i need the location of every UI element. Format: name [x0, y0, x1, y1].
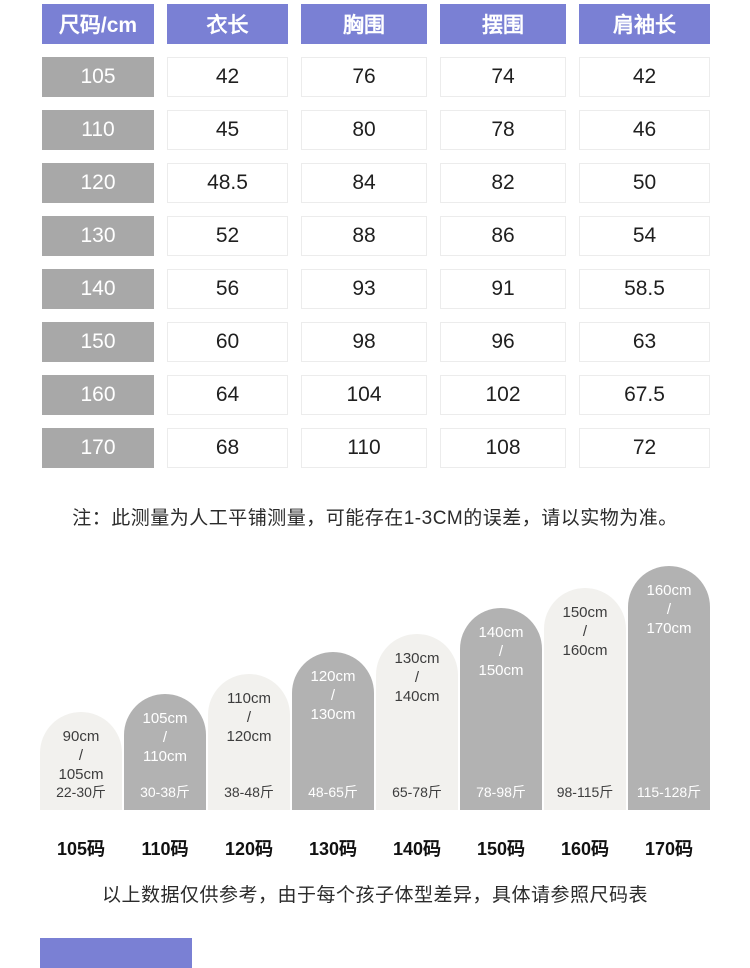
- value-cell: 91: [440, 269, 566, 309]
- size-label: 170码: [644, 839, 694, 859]
- height-range: 120cm / 130cm: [310, 668, 356, 723]
- value-cell: 52: [167, 216, 288, 256]
- chart-bar-130: 120cm / 130cm 48-65斤: [292, 652, 374, 810]
- chart-bar-140: 130cm / 140cm 65-78斤: [376, 634, 458, 810]
- value-cell: 110: [301, 428, 427, 468]
- weight-range: 38-48斤: [224, 784, 274, 800]
- value-cell: 54: [579, 216, 710, 256]
- weight-range: 65-78斤: [392, 784, 442, 800]
- table-header-shoulder-sleeve: 肩袖长: [579, 4, 710, 44]
- weight-range: 98-115斤: [556, 784, 614, 800]
- size-label: 120码: [224, 839, 274, 859]
- size-label: 105码: [56, 839, 106, 859]
- size-label: 110码: [141, 839, 189, 859]
- table-header-hem: 摆围: [440, 4, 566, 44]
- height-weight-chart: 90cm / 105cm 22-30斤 105cm / 110cm 30-38斤…: [40, 565, 710, 810]
- value-cell: 80: [301, 110, 427, 150]
- value-cell: 74: [440, 57, 566, 97]
- value-cell: 82: [440, 163, 566, 203]
- size-label: 150码: [476, 839, 526, 859]
- height-range: 150cm / 160cm: [562, 604, 608, 659]
- value-cell: 96: [440, 322, 566, 362]
- size-cell: 170: [42, 428, 154, 468]
- value-cell: 46: [579, 110, 710, 150]
- value-cell: 48.5: [167, 163, 288, 203]
- table-header-size: 尺码/cm: [42, 4, 154, 44]
- table-header-length: 衣长: [167, 4, 288, 44]
- value-cell: 68: [167, 428, 288, 468]
- height-range: 130cm / 140cm: [394, 650, 440, 705]
- chart-bar-150: 140cm / 150cm 78-98斤: [460, 608, 542, 810]
- height-range: 140cm / 150cm: [478, 624, 524, 679]
- size-cell: 140: [42, 269, 154, 309]
- next-table-header-partial: [40, 938, 192, 968]
- value-cell: 102: [440, 375, 566, 415]
- size-label: 130码: [308, 839, 358, 859]
- weight-range: 30-38斤: [140, 784, 190, 800]
- value-cell: 72: [579, 428, 710, 468]
- size-cell: 150: [42, 322, 154, 362]
- weight-range: 115-128斤: [636, 784, 702, 800]
- value-cell: 76: [301, 57, 427, 97]
- value-cell: 42: [579, 57, 710, 97]
- chart-bar-105: 90cm / 105cm 22-30斤: [40, 712, 122, 810]
- value-cell: 86: [440, 216, 566, 256]
- chart-bar-160: 150cm / 160cm 98-115斤: [544, 588, 626, 810]
- size-label: 160码: [560, 839, 610, 859]
- table-header-chest: 胸围: [301, 4, 427, 44]
- value-cell: 108: [440, 428, 566, 468]
- size-cell: 110: [42, 110, 154, 150]
- weight-range: 48-65斤: [308, 784, 358, 800]
- size-cell: 130: [42, 216, 154, 256]
- value-cell: 42: [167, 57, 288, 97]
- height-range: 90cm / 105cm: [58, 728, 104, 783]
- value-cell: 45: [167, 110, 288, 150]
- size-table: 尺码/cm 衣长 胸围 摆围 肩袖长 105 42 76 74 42 110 4…: [42, 4, 710, 468]
- chart-bar-120: 110cm / 120cm 38-48斤: [208, 674, 290, 810]
- value-cell: 88: [301, 216, 427, 256]
- value-cell: 64: [167, 375, 288, 415]
- value-cell: 84: [301, 163, 427, 203]
- value-cell: 78: [440, 110, 566, 150]
- value-cell: 93: [301, 269, 427, 309]
- size-cell: 120: [42, 163, 154, 203]
- value-cell: 67.5: [579, 375, 710, 415]
- chart-bar-170: 160cm / 170cm 115-128斤: [628, 566, 710, 810]
- size-label: 140码: [392, 839, 442, 859]
- measurement-note: 注：此测量为人工平铺测量，可能存在1-3CM的误差，请以实物为准。: [72, 508, 678, 529]
- value-cell: 63: [579, 322, 710, 362]
- value-cell: 60: [167, 322, 288, 362]
- chart-bar-110: 105cm / 110cm 30-38斤: [124, 694, 206, 810]
- height-range: 160cm / 170cm: [646, 582, 692, 637]
- value-cell: 50: [579, 163, 710, 203]
- weight-range: 78-98斤: [476, 784, 526, 800]
- size-cell: 105: [42, 57, 154, 97]
- weight-range: 22-30斤: [56, 784, 106, 800]
- height-range: 105cm / 110cm: [142, 710, 188, 765]
- value-cell: 56: [167, 269, 288, 309]
- value-cell: 98: [301, 322, 427, 362]
- value-cell: 104: [301, 375, 427, 415]
- height-range: 110cm / 120cm: [226, 690, 272, 745]
- reference-note: 以上数据仅供参考，由于每个孩子体型差异，具体请参照尺码表: [101, 885, 648, 906]
- chart-size-labels: 105码 110码 120码 130码 140码 150码 160码 170码: [40, 835, 710, 861]
- value-cell: 58.5: [579, 269, 710, 309]
- size-cell: 160: [42, 375, 154, 415]
